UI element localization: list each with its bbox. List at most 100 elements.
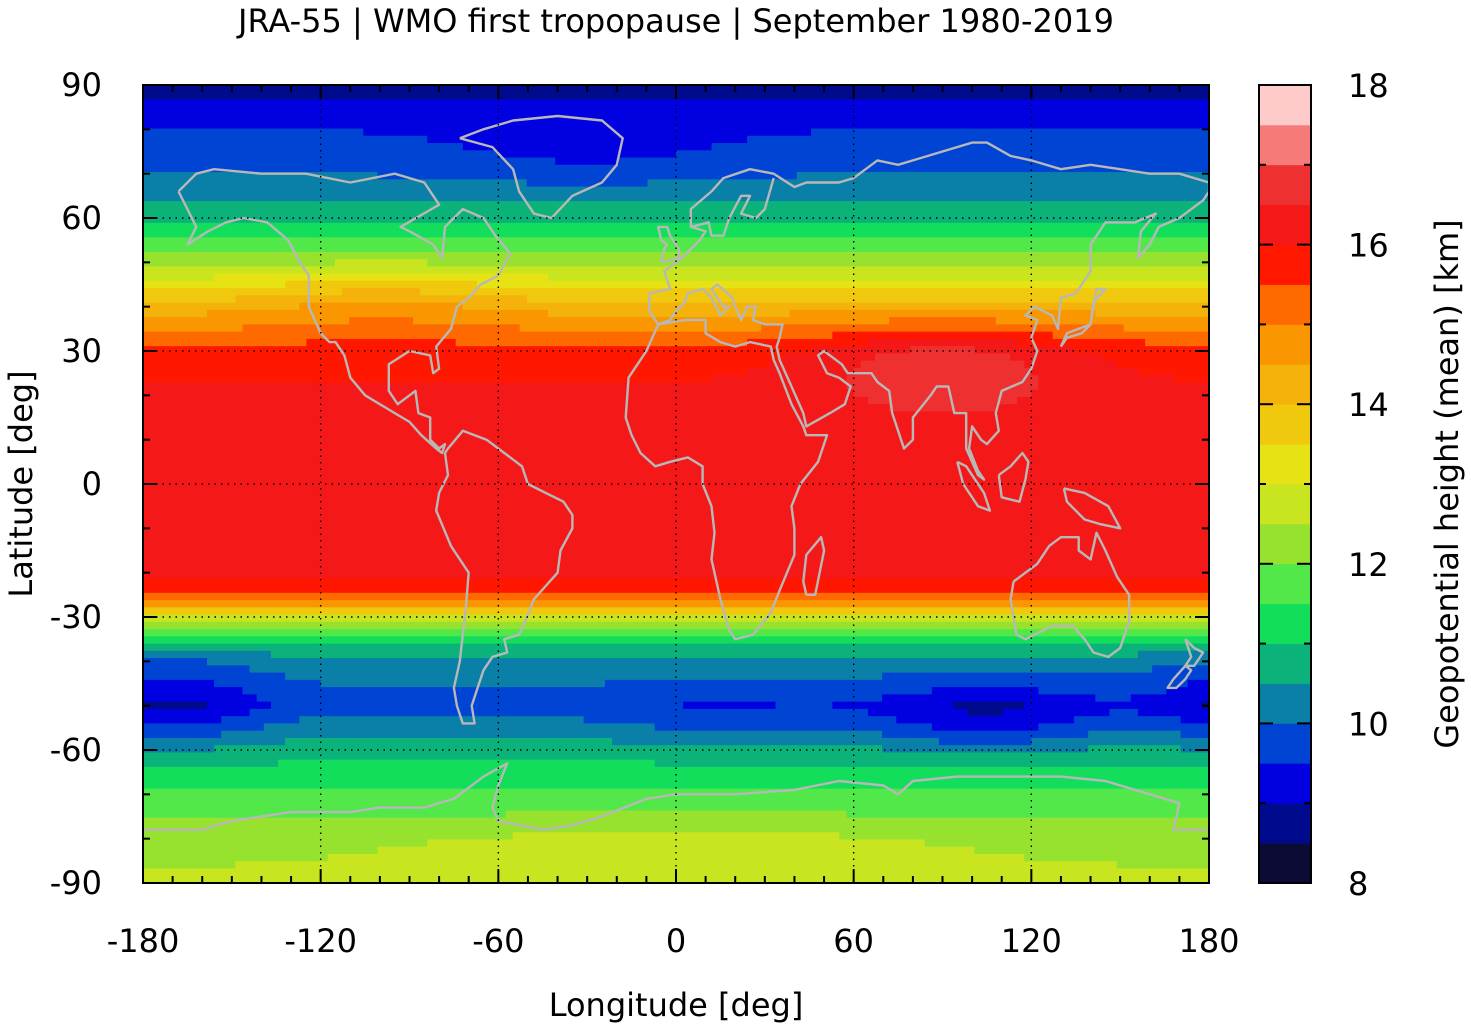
- field-cell: [143, 273, 215, 282]
- field-cell: [143, 418, 1209, 427]
- colorbar-ticks: [1259, 84, 1311, 884]
- field-cell: [143, 708, 251, 717]
- colorbar-tick-label: 8: [1348, 865, 1368, 903]
- field-cell: [143, 679, 215, 688]
- x-axis-label: Longitude [deg]: [549, 986, 804, 1024]
- field-cell: [143, 396, 869, 405]
- field-cell: [974, 846, 1209, 855]
- madagascar-coast: [802, 536, 826, 596]
- coastlines: [143, 114, 1209, 831]
- field-cell: [143, 338, 308, 347]
- field-cell: [143, 513, 1209, 521]
- field-cell: [462, 143, 713, 151]
- field-cell: [143, 687, 244, 695]
- field-cell: [519, 324, 762, 333]
- field-cell: [242, 687, 933, 695]
- field-cell: [143, 469, 1209, 478]
- field-cell: [143, 288, 343, 296]
- field-cell: [143, 324, 244, 333]
- field-cell: [143, 563, 1209, 572]
- field-cell: [143, 222, 1209, 231]
- field-cell: [1024, 853, 1209, 862]
- colorbar-band: [1259, 803, 1311, 844]
- field-cell: [341, 288, 421, 296]
- field-cell: [1017, 396, 1209, 405]
- field-cell: [143, 853, 329, 862]
- colorbar-band: [1259, 164, 1311, 206]
- field-cell: [747, 338, 869, 347]
- field-cell: [839, 832, 1209, 841]
- field-cell: [206, 309, 549, 318]
- field-cell: [285, 280, 478, 289]
- field-cell: [413, 317, 890, 325]
- field-cell: [143, 251, 1209, 260]
- field-cell: [612, 737, 940, 746]
- field-cell: [427, 135, 748, 144]
- field-cell: [1116, 861, 1209, 870]
- field-cell: [953, 701, 1025, 710]
- field-cell: [143, 542, 1209, 550]
- field-cell: [1173, 375, 1209, 384]
- field-cell: [221, 716, 300, 724]
- field-cell: [832, 701, 954, 710]
- field-cell: [143, 302, 300, 311]
- field-cell: [1187, 679, 1209, 688]
- field-cell: [853, 389, 1032, 398]
- field-cell: [143, 150, 499, 159]
- field-cell: [242, 324, 521, 333]
- field-cell: [143, 201, 1209, 209]
- field-cell: [1002, 708, 1111, 717]
- colorbar-bands: [1259, 85, 1311, 884]
- field-cell: [846, 375, 1040, 384]
- field-cell: [1095, 694, 1132, 703]
- field-cell: [995, 404, 1209, 413]
- field-cell: [143, 665, 251, 674]
- field-cell: [882, 730, 1089, 739]
- colorbar-tick-label: 16: [1348, 227, 1389, 265]
- field-cell: [143, 375, 713, 384]
- field-cell: [263, 723, 656, 732]
- field-cell: [143, 861, 236, 870]
- south-america-coast: [435, 429, 574, 725]
- field-cell: [299, 716, 585, 724]
- field-cell: [832, 331, 1054, 340]
- field-cell: [867, 396, 1018, 405]
- field-cell: [143, 737, 286, 746]
- field-cell: [1010, 353, 1103, 362]
- field-cell: [647, 179, 1209, 188]
- colorbar-band: [1259, 763, 1311, 804]
- field-cell: [548, 309, 791, 318]
- field-cell: [143, 367, 748, 376]
- field-cell: [143, 128, 364, 137]
- field-cell: [143, 440, 1209, 449]
- field-cell: [143, 353, 784, 362]
- scandinavia-coast: [690, 177, 775, 237]
- x-tick-label: 180: [1178, 922, 1239, 960]
- field-cell: [1031, 737, 1209, 746]
- field-cell: [143, 230, 1209, 238]
- field-cell: [1145, 338, 1209, 347]
- field-cell: [1038, 382, 1209, 391]
- colorbar-band: [1259, 284, 1311, 325]
- x-tick-labels: -180 -120 -60 0 60 120 180: [107, 922, 1240, 960]
- x-tick-label: 0: [666, 922, 686, 960]
- field-cell: [249, 708, 869, 717]
- field-cell: [143, 476, 1209, 485]
- field-cell: [334, 259, 428, 267]
- north-america-coast: [177, 167, 512, 455]
- field-cell: [882, 694, 1096, 703]
- field-cell: [143, 766, 1209, 775]
- field-cell: [143, 752, 1209, 761]
- field-cell: [867, 338, 1018, 347]
- field-cell: [143, 832, 514, 841]
- colorbar-tick-label: 14: [1348, 386, 1389, 424]
- field-cell: [143, 172, 379, 180]
- new-zealand-south-coast: [1166, 664, 1193, 690]
- field-cell: [143, 658, 208, 666]
- field-cell: [853, 367, 1032, 376]
- x-tick-label: 120: [1001, 922, 1062, 960]
- field-cell: [278, 759, 656, 768]
- field-cell: [285, 672, 883, 681]
- field-cell: [910, 346, 976, 355]
- field-cell: [143, 846, 379, 855]
